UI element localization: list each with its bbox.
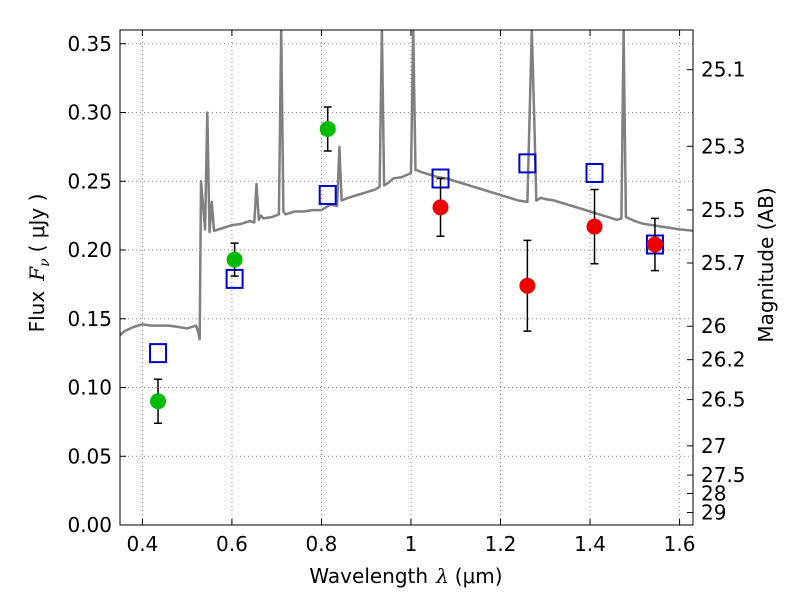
plot-frame — [119, 29, 694, 526]
y2-tick-label: 26.2 — [701, 348, 746, 372]
y2-tick-label: 25.1 — [701, 58, 746, 82]
y-axis-label-subscript: ν — [37, 258, 53, 267]
y2-tick-label: 26.5 — [701, 388, 746, 412]
observed-points-layer — [150, 121, 663, 410]
y2-tick-label: 25.3 — [701, 134, 746, 158]
y2-tick-label: 25.5 — [701, 198, 746, 222]
observed-point — [432, 199, 449, 216]
axis-ticks: 0.4 0.6 0.8 1 1.2 1.4 1.6 0.00 0.05 0.10 0.15 0.20 0… — [67, 30, 746, 556]
x-tick-label: 0.6 — [216, 532, 248, 556]
y2-tick-label: 25.7 — [701, 251, 746, 275]
model-spectrum-line — [120, 30, 693, 341]
y2-tick-label: 27.5 — [701, 463, 746, 487]
y-axis-label-unit: ( μJy ) — [25, 194, 49, 253]
model-square-point — [585, 163, 604, 183]
x-tick-label: 0.4 — [126, 532, 158, 556]
y-tick-label: 0.35 — [67, 32, 112, 56]
y2-tick-label: 26 — [701, 314, 726, 338]
observed-point — [150, 393, 167, 410]
y2-tick-label: 27 — [701, 434, 726, 458]
x-axis-label: Wavelength λ (μm) — [309, 564, 502, 588]
x-tick-label: 1.4 — [574, 532, 606, 556]
x-tick-label: 0.8 — [306, 532, 338, 556]
model-spectrum-layer — [120, 30, 693, 341]
y2-axis-label: Magnitude (AB) — [754, 187, 778, 342]
x-tick-label: 1.6 — [664, 532, 696, 556]
x-axis-label-symbol: λ — [435, 564, 449, 588]
grid-lines — [120, 30, 693, 526]
model-square-point — [149, 343, 168, 364]
y-tick-label: 0.15 — [67, 307, 112, 331]
observed-point — [646, 236, 663, 253]
y-tick-label: 0.20 — [67, 238, 112, 262]
y-tick-label: 0.10 — [67, 376, 112, 400]
y-axis-label: Flux Fν ( μJy ) — [25, 194, 53, 333]
y2-tick-label: 29 — [701, 500, 726, 524]
y-tick-label: 0.30 — [67, 101, 112, 125]
y2-tick-label: 28 — [701, 481, 726, 505]
y-tick-label: 0.00 — [67, 513, 112, 537]
x-axis-label-unit: (μm) — [455, 564, 503, 588]
observed-point — [319, 121, 336, 137]
y-axis-label-text: Flux — [25, 291, 49, 333]
y-tick-label: 0.05 — [67, 444, 112, 468]
model-square-point — [518, 153, 537, 174]
x-tick-label: 1.2 — [485, 532, 517, 556]
observed-point — [226, 251, 243, 268]
model-square-point — [318, 185, 337, 205]
x-axis-label-text: Wavelength — [309, 564, 428, 588]
observed-point — [586, 218, 603, 235]
y-tick-label: 0.25 — [67, 169, 112, 193]
x-tick-label: 1 — [405, 532, 418, 556]
y-axis-label-symbol: F — [25, 266, 49, 282]
observed-point — [519, 277, 536, 294]
